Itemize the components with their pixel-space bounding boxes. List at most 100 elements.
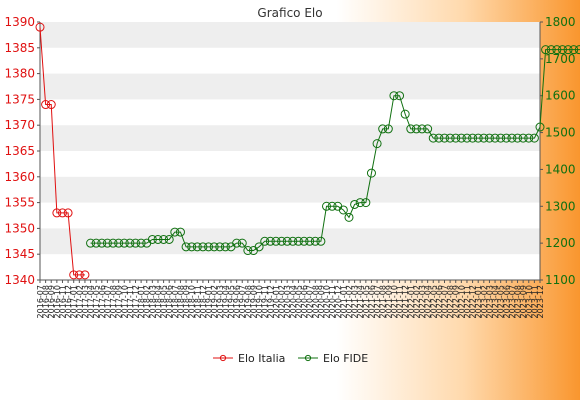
x-tick-label: 2022-12 xyxy=(469,285,478,318)
elo-fide-point xyxy=(417,124,427,134)
elo-fide-point xyxy=(220,242,230,252)
x-tick-label: 2023-03 xyxy=(485,285,494,318)
y-left-tick-label: 1390 xyxy=(4,15,35,29)
y-right-tick-label: 1500 xyxy=(545,126,576,140)
x-tick-label: 2018-01 xyxy=(137,285,146,318)
elo-fide-line xyxy=(90,49,580,252)
x-tick-label: 2022-08 xyxy=(446,285,455,318)
grid-band xyxy=(40,22,540,48)
x-tick-label: 2018-12 xyxy=(199,285,208,318)
x-tick-label: 2021-05 xyxy=(362,285,371,318)
x-tick-label: 2016-11 xyxy=(58,285,67,318)
legend: Elo Italia Elo FIDE xyxy=(213,352,368,365)
elo-fide-point xyxy=(192,242,202,252)
elo-fide-point xyxy=(91,238,101,248)
y-right-tick-label: 1700 xyxy=(545,52,576,66)
elo-fide-point xyxy=(411,124,421,134)
elo-fide-point xyxy=(237,238,247,248)
elo-fide-point xyxy=(288,236,298,246)
elo-fide-point xyxy=(524,133,534,143)
elo-fide-point xyxy=(490,133,500,143)
elo-fide-point xyxy=(305,236,315,246)
elo-fide-point xyxy=(563,45,573,55)
x-tick-label: 2020-05 xyxy=(294,285,303,318)
series-elo-italia xyxy=(35,22,90,280)
elo-fide-point xyxy=(479,133,489,143)
elo-fide-point xyxy=(462,133,472,143)
x-tick-label: 2020-12 xyxy=(334,285,343,318)
elo-fide-point xyxy=(456,133,466,143)
x-tick-label: 2018-05 xyxy=(160,285,169,318)
x-tick-label: 2022-02 xyxy=(412,285,421,318)
x-tick-label: 2017-07 xyxy=(103,285,112,318)
elo-fide-point xyxy=(434,133,444,143)
x-tick-label: 2020-01 xyxy=(272,285,281,318)
elo-fide-point xyxy=(102,238,112,248)
elo-fide-point xyxy=(574,45,580,55)
x-tick-label: 2019-12 xyxy=(266,285,275,318)
elo-fide-point xyxy=(215,242,225,252)
elo-fide-point xyxy=(400,109,410,119)
x-tick-label: 2017-09 xyxy=(115,285,124,318)
elo-fide-point xyxy=(299,236,309,246)
elo-fide-point xyxy=(204,242,214,252)
grid-band xyxy=(40,176,540,203)
x-tick-label: 2017-10 xyxy=(120,285,129,318)
elo-italia-point xyxy=(63,208,73,218)
x-tick-label: 2017-04 xyxy=(87,285,96,318)
elo-fide-point xyxy=(187,242,197,252)
x-tick-label: 2021-01 xyxy=(339,285,348,318)
x-tick-label: 2022-09 xyxy=(452,285,461,318)
elo-fide-point xyxy=(232,238,242,248)
elo-fide-point xyxy=(153,234,163,244)
y-left-tick-label: 1355 xyxy=(4,196,35,210)
elo-fide-point xyxy=(372,139,382,149)
x-tick-label: 2017-12 xyxy=(132,285,141,318)
elo-italia-point xyxy=(41,100,51,110)
x-tick-label: 2019-08 xyxy=(244,285,253,318)
x-tick-label: 2021-02 xyxy=(345,285,354,318)
elo-fide-point xyxy=(170,227,180,237)
elo-fide-point xyxy=(327,201,337,211)
elo-fide-point xyxy=(322,201,332,211)
elo-fide-point xyxy=(114,238,124,248)
elo-fide-point xyxy=(271,236,281,246)
x-tick-label: 2016-10 xyxy=(53,285,62,318)
x-tick-label: 2020-11 xyxy=(328,285,337,318)
x-tick-label: 2016-12 xyxy=(64,285,73,318)
elo-fide-point xyxy=(136,238,146,248)
elo-fide-point xyxy=(164,234,174,244)
x-tick-label: 2017-01 xyxy=(70,285,79,318)
x-tick-label: 2017-06 xyxy=(98,285,107,318)
legend-marker-elo-italia xyxy=(219,354,227,362)
x-tick-label: 2022-11 xyxy=(463,285,472,318)
x-tick-label: 2021-03 xyxy=(351,285,360,318)
legend-marker-elo-fide xyxy=(304,354,312,362)
x-tick-label: 2023-10 xyxy=(525,285,534,318)
elo-fide-point xyxy=(265,236,275,246)
x-tick-label: 2017-03 xyxy=(81,285,90,318)
x-tick-label: 2022-01 xyxy=(407,285,416,318)
x-tick-label: 2018-07 xyxy=(171,285,180,318)
x-tick-label: 2023-09 xyxy=(519,285,528,318)
x-tick-label: 2022-06 xyxy=(435,285,444,318)
elo-fide-point xyxy=(557,45,567,55)
x-tick-label: 2021-04 xyxy=(356,285,365,318)
x-tick-label: 2022-04 xyxy=(424,285,433,318)
elo-fide-point xyxy=(366,168,376,178)
x-tick-label: 2019-07 xyxy=(238,285,247,318)
elo-fide-point xyxy=(147,234,157,244)
x-tick-label: 2019-01 xyxy=(205,285,214,318)
elo-fide-point xyxy=(361,198,371,208)
x-tick-label: 2017-08 xyxy=(109,285,118,318)
x-tick-label: 2020-03 xyxy=(283,285,292,318)
x-tick-label: 2023-04 xyxy=(491,285,500,318)
x-tick-label: 2019-05 xyxy=(227,285,236,318)
x-tick-label: 2023-05 xyxy=(497,285,506,318)
x-tick-label: 2022-05 xyxy=(429,285,438,318)
x-tick-label: 2023-07 xyxy=(508,285,517,318)
x-tick-label: 2023-11 xyxy=(530,285,539,318)
y-left-tick-label: 1340 xyxy=(4,273,35,287)
elo-fide-point xyxy=(428,133,438,143)
